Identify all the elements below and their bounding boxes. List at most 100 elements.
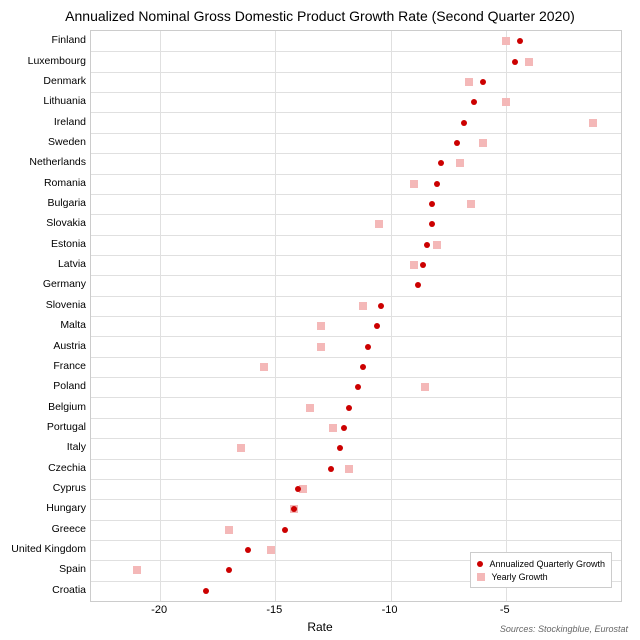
grid-horizontal [91,316,621,317]
y-tick-label: Spain [1,563,86,575]
plot-area [90,30,622,602]
y-tick-label: Italy [1,441,86,453]
yearly-point [260,363,268,371]
quarterly-point [341,425,347,431]
y-tick-label: Slovenia [1,299,86,311]
quarterly-point [203,588,209,594]
grid-horizontal [91,377,621,378]
y-tick-label: Cyprus [1,482,86,494]
y-tick-label: Denmark [1,75,86,87]
grid-horizontal [91,438,621,439]
legend-label: Yearly Growth [491,572,547,582]
grid-horizontal [91,296,621,297]
quarterly-point [429,201,435,207]
quarterly-point [365,344,371,350]
grid-horizontal [91,153,621,154]
yearly-point [433,241,441,249]
yearly-point [410,180,418,188]
grid-horizontal [91,112,621,113]
y-tick-label: Netherlands [1,156,86,168]
yearly-point [525,58,533,66]
quarterly-point [471,99,477,105]
grid-horizontal [91,397,621,398]
grid-horizontal [91,275,621,276]
yearly-point [317,322,325,330]
y-tick-label: Czechia [1,462,86,474]
grid-horizontal [91,479,621,480]
chart-title: Annualized Nominal Gross Domestic Produc… [0,8,640,24]
y-tick-label: Estonia [1,238,86,250]
quarterly-point [415,282,421,288]
yearly-point [329,424,337,432]
yearly-point [225,526,233,534]
legend-item: Yearly Growth [477,570,605,583]
grid-horizontal [91,459,621,460]
quarterly-point [355,384,361,390]
grid-horizontal [91,214,621,215]
yearly-point [467,200,475,208]
y-tick-label: Croatia [1,584,86,596]
quarterly-point [438,160,444,166]
grid-horizontal [91,194,621,195]
quarterly-point [454,140,460,146]
grid-horizontal [91,336,621,337]
yearly-point [306,404,314,412]
y-tick-label: France [1,360,86,372]
yearly-point [267,546,275,554]
yearly-point [237,444,245,452]
quarterly-point [346,405,352,411]
grid-horizontal [91,235,621,236]
y-tick-label: Ireland [1,116,86,128]
grid-horizontal [91,72,621,73]
quarterly-point [480,79,486,85]
grid-horizontal [91,520,621,521]
y-tick-label: Finland [1,34,86,46]
y-tick-label: Portugal [1,421,86,433]
yearly-point [375,220,383,228]
quarterly-point [461,120,467,126]
x-tick-label: -20 [151,604,167,616]
legend-label: Annualized Quarterly Growth [489,559,605,569]
y-tick-label: Slovakia [1,217,86,229]
legend-circle-icon [477,561,483,567]
y-tick-label: Bulgaria [1,197,86,209]
quarterly-point [291,506,297,512]
y-tick-label: Poland [1,380,86,392]
yearly-point [589,119,597,127]
quarterly-point [245,547,251,553]
chart-container: Annualized Nominal Gross Domestic Produc… [0,0,640,640]
grid-horizontal [91,174,621,175]
grid-horizontal [91,499,621,500]
yearly-point [479,139,487,147]
quarterly-point [424,242,430,248]
yearly-point [502,98,510,106]
yearly-point [456,159,464,167]
y-tick-label: Latvia [1,258,86,270]
yearly-point [359,302,367,310]
y-tick-label: Belgium [1,401,86,413]
quarterly-point [328,466,334,472]
yearly-point [465,78,473,86]
grid-horizontal [91,92,621,93]
y-tick-label: Austria [1,340,86,352]
quarterly-point [429,221,435,227]
grid-horizontal [91,540,621,541]
quarterly-point [378,303,384,309]
y-tick-label: Germany [1,278,86,290]
y-tick-label: Malta [1,319,86,331]
y-tick-label: Greece [1,523,86,535]
y-tick-label: Hungary [1,502,86,514]
y-tick-label: Sweden [1,136,86,148]
yearly-point [133,566,141,574]
legend-square-icon [477,573,485,581]
quarterly-point [360,364,366,370]
x-tick-label: -15 [266,604,282,616]
grid-horizontal [91,418,621,419]
grid-horizontal [91,51,621,52]
x-tick-label: -10 [382,604,398,616]
quarterly-point [282,527,288,533]
yearly-point [421,383,429,391]
yearly-point [345,465,353,473]
quarterly-point [512,59,518,65]
y-tick-label: Luxembourg [1,55,86,67]
